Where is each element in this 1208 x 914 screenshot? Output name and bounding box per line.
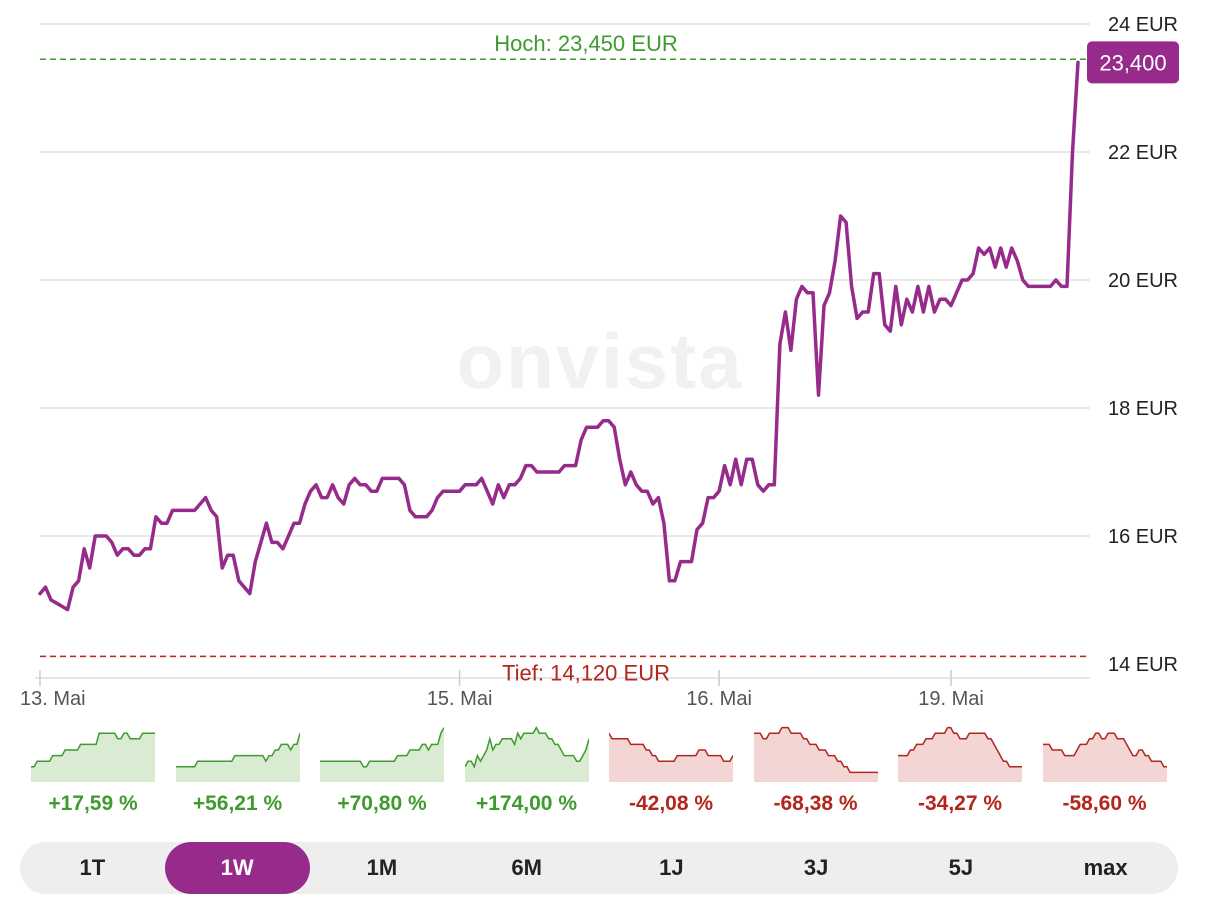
high-label: Hoch: 23,450 EUR bbox=[494, 31, 677, 56]
watermark: onvista bbox=[456, 317, 743, 405]
sparkline-line bbox=[175, 732, 300, 768]
y-tick-label: 24 EUR bbox=[1108, 14, 1178, 36]
price-series-line bbox=[38, 60, 1080, 612]
sparkline-area bbox=[320, 727, 444, 782]
last-price-badge-bg bbox=[1087, 41, 1179, 84]
timeframe-tabs: 1T 1W 1M 6M 1J 3J 5J max bbox=[20, 842, 1178, 894]
performance-sparkline bbox=[320, 727, 444, 782]
performance-item: +56,21 % bbox=[175, 722, 300, 816]
grid-lines bbox=[40, 23, 1090, 537]
performance-value: +17,59 % bbox=[48, 792, 138, 815]
y-tick-label: 22 EUR bbox=[1108, 142, 1178, 164]
y-tick-label: 20 EUR bbox=[1108, 270, 1178, 292]
last-price-badge: 23,400 bbox=[1087, 41, 1179, 84]
tab-1t[interactable]: 1T bbox=[79, 855, 106, 880]
sparkline-area bbox=[753, 727, 878, 782]
tab-3j[interactable]: 3J bbox=[803, 855, 829, 880]
performance-sparkline bbox=[609, 732, 733, 782]
performance-value: -34,27 % bbox=[917, 792, 1003, 815]
sparkline-line bbox=[753, 726, 878, 774]
sparkline-area bbox=[31, 733, 155, 782]
performance-item: +174,00 % bbox=[464, 722, 589, 816]
y-axis-ticks: 14 EUR 16 EUR 18 EUR 20 EUR 22 EUR 24 EUR bbox=[1108, 14, 1178, 676]
y-tick-label: 14 EUR bbox=[1108, 654, 1178, 676]
sparkline-area bbox=[1042, 733, 1167, 782]
sparkline-line bbox=[898, 726, 1022, 768]
sparkline-line bbox=[320, 727, 444, 768]
performance-item: -34,27 % bbox=[898, 722, 1022, 816]
performance-value: -42,08 % bbox=[628, 792, 714, 815]
tab-6m[interactable]: 6M bbox=[511, 855, 542, 880]
performance-item: -68,38 % bbox=[753, 722, 878, 816]
performance-sparkline bbox=[898, 726, 1022, 782]
x-tick-label: 19. Mai bbox=[918, 688, 984, 710]
x-tick-label: 15. Mai bbox=[427, 688, 493, 710]
sparkline-area bbox=[609, 733, 733, 782]
price-chart: onvista 14 EUR 16 EUR 18 EUR 20 EUR 22 EUR 24… bbox=[20, 14, 1179, 710]
low-label: Tief: 14,120 EUR bbox=[502, 660, 670, 685]
performance-sparkline bbox=[31, 732, 155, 782]
sparkline-line bbox=[31, 732, 155, 768]
sparkline-line bbox=[464, 726, 589, 769]
sparkline-line bbox=[1042, 732, 1167, 768]
x-tick-label: 16. Mai bbox=[686, 688, 752, 710]
tab-1w[interactable]: 1W bbox=[164, 842, 310, 894]
performance-item: -58,60 % bbox=[1042, 722, 1167, 816]
y-tick-label: 18 EUR bbox=[1108, 398, 1178, 420]
x-tick-label: 13. Mai bbox=[20, 688, 86, 710]
sparkline-area bbox=[464, 727, 589, 782]
last-price-value: 23,400 bbox=[1099, 50, 1166, 75]
performance-value: +174,00 % bbox=[475, 792, 577, 815]
tab-max[interactable]: max bbox=[1083, 855, 1128, 880]
performance-sparkline bbox=[1042, 732, 1167, 782]
performance-item: +70,80 % bbox=[320, 722, 444, 816]
tab-5j[interactable]: 5J bbox=[948, 855, 974, 880]
performance-item: +17,59 % bbox=[31, 722, 155, 816]
sparkline-area bbox=[175, 733, 300, 782]
sparkline-line bbox=[609, 732, 733, 762]
performance-sparkline bbox=[753, 726, 878, 782]
tab-1j[interactable]: 1J bbox=[659, 855, 684, 880]
performance-value: -58,60 % bbox=[1062, 792, 1147, 815]
performance-value: +56,21 % bbox=[192, 792, 283, 815]
performance-item: -42,08 % bbox=[609, 722, 733, 816]
performance-value: -68,38 % bbox=[773, 792, 858, 815]
performance-value: +70,80 % bbox=[337, 792, 427, 815]
performance-sparkline bbox=[464, 726, 589, 782]
sparkline-area bbox=[898, 727, 1022, 782]
y-tick-label: 16 EUR bbox=[1108, 526, 1178, 548]
performance-sparkline bbox=[175, 732, 300, 782]
tab-1m[interactable]: 1M bbox=[366, 855, 398, 880]
